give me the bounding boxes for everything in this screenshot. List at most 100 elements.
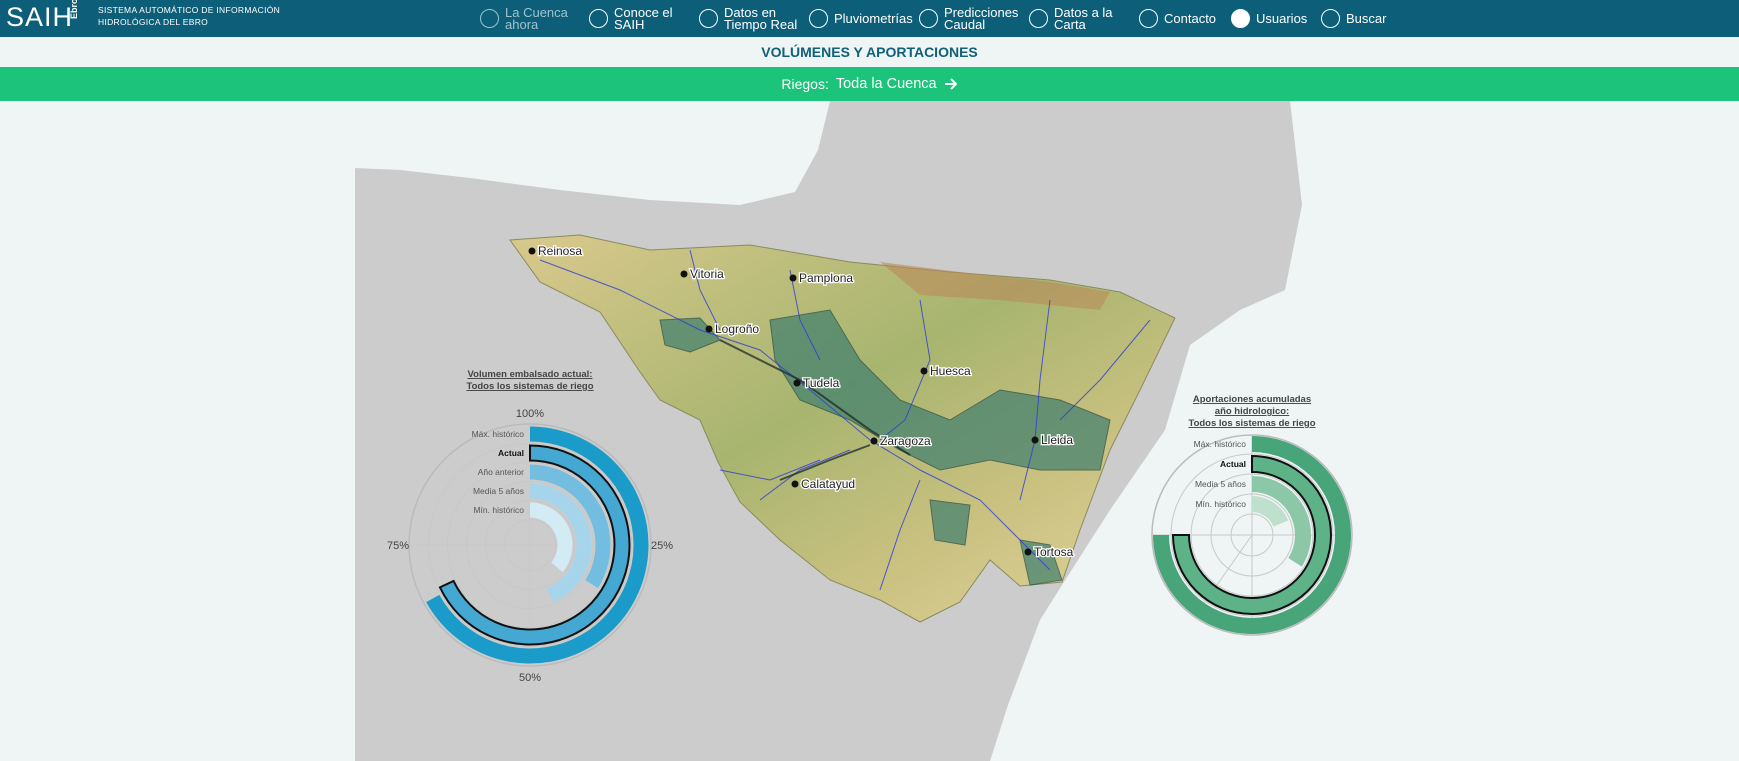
rivers	[539, 249, 1151, 591]
canals	[719, 339, 911, 481]
nav-item[interactable]: Usuarios	[1231, 0, 1307, 37]
nav-item[interactable]: Conoce el SAIH	[589, 0, 673, 37]
nav-line: Pluviometrías	[834, 10, 913, 26]
nav-icon	[1139, 9, 1158, 28]
nav-text: La Cuenca ahora	[505, 4, 568, 32]
radial-bar	[438, 444, 631, 646]
nav-text: Datos a la Carta	[1054, 4, 1113, 32]
nav-icon	[480, 9, 499, 28]
nav-icon	[589, 9, 608, 28]
page-title: VOLÚMENES Y APORTACIONES	[761, 44, 978, 60]
radial-bar	[530, 483, 592, 603]
city-dot	[791, 480, 799, 488]
nav-item[interactable]: Buscar	[1321, 0, 1386, 37]
tick-label: 100%	[516, 408, 544, 420]
city-label: Zaragoza	[880, 434, 931, 448]
nav-icon	[1231, 9, 1250, 28]
nav-text: Contacto	[1164, 10, 1217, 26]
nav-line: Conoce el	[614, 4, 673, 20]
city-dot	[705, 325, 713, 333]
category-label: Actual	[1220, 459, 1246, 469]
category-label: Media 5 años	[473, 486, 524, 496]
nav-icon	[699, 9, 718, 28]
chart-title: Volumen embalsado actual:	[468, 369, 593, 380]
nav-line: ahora	[505, 16, 539, 32]
logo-side: Ebro	[69, 0, 79, 19]
city-dot	[920, 367, 928, 375]
tagline: SISTEMA AUTOMÁTICO DE INFORMACIÓN	[98, 5, 281, 15]
category-label: Máx. histórico	[472, 429, 525, 439]
nav-text: Pluviometrías	[834, 10, 913, 26]
city-dot	[528, 247, 536, 255]
category-label: Máx. histórico	[1194, 439, 1247, 449]
radial-bar	[530, 502, 573, 573]
radial-bar	[1252, 476, 1311, 567]
radial-chart: Volumen embalsado actual:Todos los siste…	[387, 369, 673, 684]
nav-line: Buscar	[1346, 10, 1387, 26]
logo[interactable]: SAIH	[6, 2, 74, 32]
nav-line: Contacto	[1164, 10, 1217, 26]
nav-item[interactable]: La Cuenca ahora	[480, 0, 568, 37]
city-dot	[870, 437, 878, 445]
relief	[880, 262, 1110, 310]
city-label: Pamplona	[799, 271, 853, 285]
city-label: Calatayud	[801, 477, 855, 491]
nav-text: Datos en Tiempo Real	[724, 4, 798, 32]
nav-icon	[1029, 9, 1048, 28]
nav-line: SAIH	[614, 16, 645, 32]
city-label: Tortosa	[1034, 545, 1074, 559]
city-dot	[793, 379, 801, 387]
city-label: Lleida	[1041, 433, 1073, 447]
nav-icon	[809, 9, 828, 28]
nav-item[interactable]: Datos a la Carta	[1029, 0, 1113, 37]
category-label: Actual	[498, 448, 524, 458]
nav-text: Usuarios	[1256, 10, 1308, 26]
nav-text: Conoce el SAIH	[614, 4, 673, 32]
nav-item[interactable]: Contacto	[1139, 0, 1216, 37]
city-label: Tudela	[803, 376, 840, 390]
city-label: Vitoria	[690, 267, 724, 281]
tagline: HIDROLÓGICA DEL EBRO	[98, 17, 209, 27]
tick-label: 50%	[519, 672, 541, 684]
nav-line: Caudal	[944, 16, 986, 32]
filter-value[interactable]: Toda la Cuenca	[835, 76, 937, 92]
city-label: Reinosa	[538, 244, 582, 258]
nav-line: Carta	[1054, 16, 1086, 32]
nav-line: Datos en	[724, 4, 777, 20]
chart-title: Todos los sistemas de riego	[1188, 418, 1315, 429]
nav-line: Predicciones	[944, 4, 1019, 20]
nav-item[interactable]: Pluviometrías	[809, 0, 913, 37]
tick-label: 25%	[651, 540, 673, 552]
city-dot	[789, 274, 797, 282]
city-dot	[680, 270, 688, 278]
nav-text: Buscar	[1346, 10, 1387, 26]
nav-line: Usuarios	[1256, 10, 1308, 26]
filter-label: Riegos:	[781, 76, 829, 92]
city-dot	[1031, 436, 1039, 444]
city-label: Logroño	[715, 322, 759, 336]
radial-bar	[1171, 454, 1332, 615]
nav-text: Predicciones Caudal	[944, 4, 1019, 32]
city-dot	[1024, 548, 1032, 556]
chart-title: Todos los sistemas de riego	[466, 381, 593, 392]
city-label: Huesca	[930, 364, 971, 378]
nav-line: La Cuenca	[505, 4, 568, 20]
category-label: Año anterior	[478, 467, 524, 477]
category-label: Mín. histórico	[473, 505, 524, 515]
header: SAIH Ebro SISTEMA AUTOMÁTICO DE INFORMAC…	[0, 0, 1739, 37]
nav-item[interactable]: Datos en Tiempo Real	[699, 0, 797, 37]
radial-bar	[1252, 496, 1289, 527]
nav-item[interactable]: Predicciones Caudal	[919, 0, 1018, 37]
chart-title: Aportaciones acumuladas	[1193, 394, 1311, 405]
nav-icon	[919, 9, 938, 28]
category-label: Mín. histórico	[1195, 499, 1246, 509]
chart-title: año hidrologico:	[1215, 406, 1289, 417]
radial-bar	[530, 464, 611, 589]
filter-bar[interactable]: Riegos: Toda la Cuenca	[0, 67, 1739, 101]
tick-label: 75%	[387, 540, 409, 552]
nav-line: Datos a la	[1054, 4, 1113, 20]
nav-line: Tiempo Real	[724, 16, 798, 32]
